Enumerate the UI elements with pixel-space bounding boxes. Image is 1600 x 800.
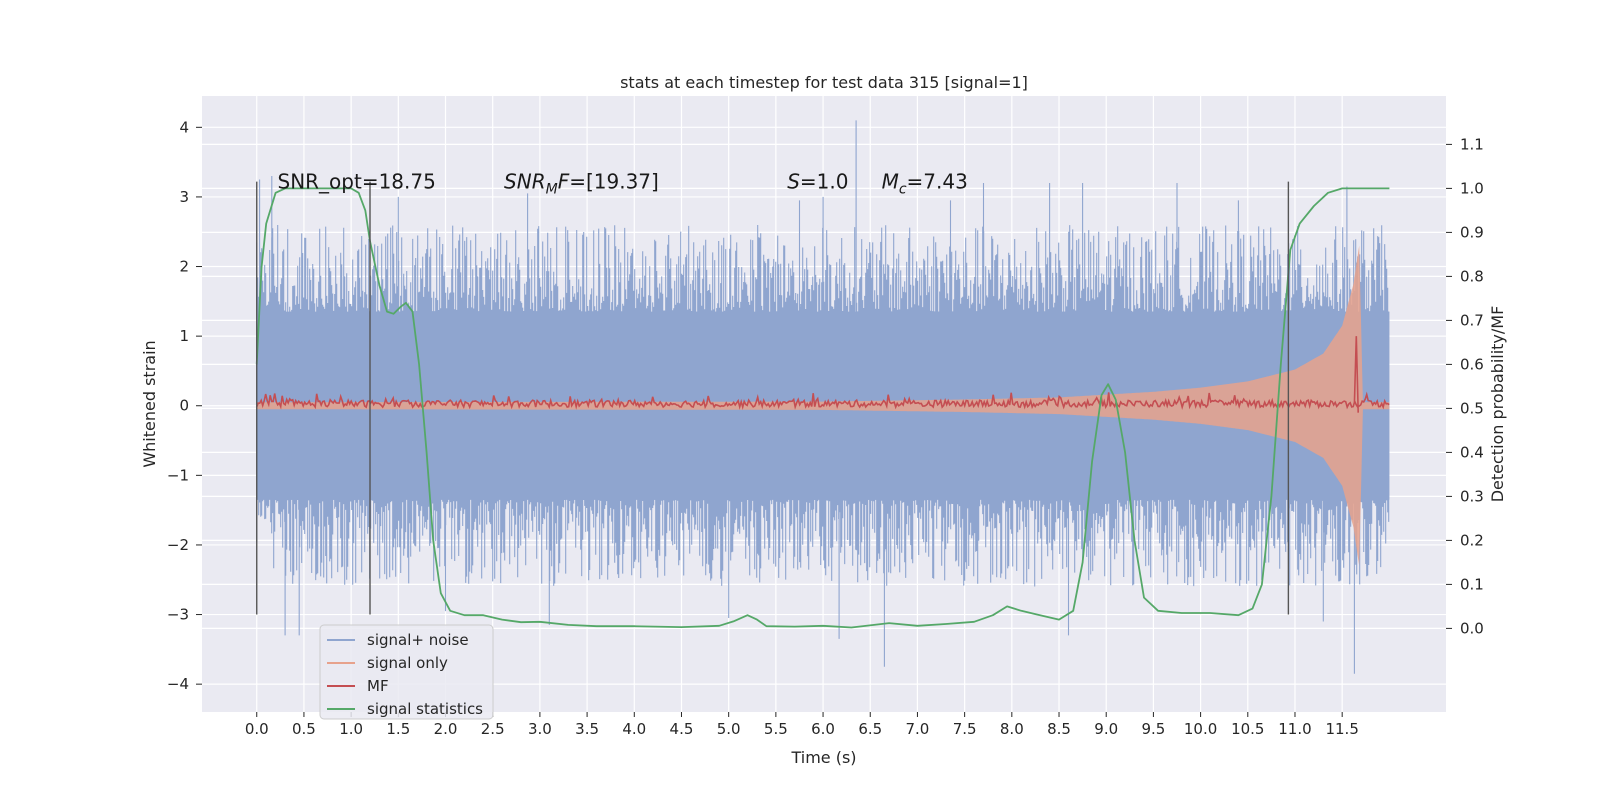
legend-label: MF xyxy=(367,677,389,695)
y-tick-label: 3 xyxy=(179,188,189,206)
y-axis-right: 0.0 0.1 0.2 0.3 0.4 0.5 0.6 0.7 0.8 0.9 1.0 1.1 xyxy=(1446,135,1484,637)
x-tick-label: 4.5 xyxy=(670,720,694,738)
x-tick-label: 4.0 xyxy=(622,720,646,738)
x-tick-label: 1.5 xyxy=(386,720,410,738)
annotation-snr-mf: SNRMF=[19.37] xyxy=(504,170,659,198)
y2-tick-label: 0.0 xyxy=(1460,619,1484,637)
legend-label: signal statistics xyxy=(367,700,483,718)
y-tick-label: −2 xyxy=(167,536,189,554)
x-tick-label: 0.0 xyxy=(245,720,269,738)
x-tick-label: 7.0 xyxy=(906,720,930,738)
legend-label: signal+ noise xyxy=(367,631,469,649)
mf-line xyxy=(255,336,1390,413)
y2-tick-label: 0.3 xyxy=(1460,487,1484,505)
x-tick-label: 5.0 xyxy=(717,720,741,738)
y-tick-label: 4 xyxy=(179,118,189,136)
y-axis-left: −4 −3 −2 −1 0 1 2 3 4 xyxy=(167,118,202,693)
x-tick-label: 5.5 xyxy=(764,720,788,738)
x-tick-label: 0.5 xyxy=(292,720,316,738)
y2-tick-label: 0.1 xyxy=(1460,575,1484,593)
y2-tick-label: 0.9 xyxy=(1460,223,1484,241)
x-tick-label: 11.0 xyxy=(1278,720,1311,738)
y-tick-label: −1 xyxy=(167,466,189,484)
x-tick-label: 6.5 xyxy=(858,720,882,738)
legend-box xyxy=(319,624,494,720)
y2-tick-label: 0.5 xyxy=(1460,399,1484,417)
x-axis-title: Time (s) xyxy=(790,748,856,767)
y2-tick-label: 0.2 xyxy=(1460,531,1484,549)
y2-tick-label: 0.4 xyxy=(1460,443,1484,461)
x-tick-label: 3.0 xyxy=(528,720,552,738)
y2-axis-title: Detection probability/MF xyxy=(1488,306,1507,503)
x-tick-label: 11.5 xyxy=(1325,720,1358,738)
x-tick-label: 2.0 xyxy=(434,720,458,738)
y-tick-label: 0 xyxy=(179,397,189,415)
y2-tick-label: 0.8 xyxy=(1460,267,1484,285)
y-tick-label: −3 xyxy=(167,606,189,624)
y-tick-label: −4 xyxy=(167,675,189,693)
x-tick-label: 3.5 xyxy=(575,720,599,738)
annotation-s-val: S=1.0 xyxy=(787,170,848,194)
x-tick-label: 7.5 xyxy=(953,720,977,738)
signal-statistics-line xyxy=(255,187,1390,629)
y-axis-title: Whitened strain xyxy=(140,340,159,467)
vertical-markers xyxy=(256,181,1290,615)
x-tick-label: 9.0 xyxy=(1094,720,1118,738)
y2-tick-label: 1.0 xyxy=(1460,179,1484,197)
legend: signal+ noise signal only MF signal statist… xyxy=(319,624,494,720)
x-tick-label: 1.0 xyxy=(339,720,363,738)
x-tick-label: 10.0 xyxy=(1184,720,1217,738)
x-tick-label: 9.5 xyxy=(1141,720,1165,738)
annotation-snr-opt: SNR_opt=18.75 xyxy=(278,170,436,194)
y-tick-label: 1 xyxy=(179,327,189,345)
series-layer xyxy=(255,120,1390,674)
annotation-mc-val: Mc=7.43 xyxy=(882,170,968,198)
x-tick-label: 10.5 xyxy=(1231,720,1264,738)
chart-title: stats at each timestep for test data 315… xyxy=(620,73,1028,92)
x-tick-label: 2.5 xyxy=(481,720,505,738)
x-axis: 0.0 0.5 1.0 1.5 2.0 2.5 3.0 3.5 4.0 4.5 5.0 5.5 6.0 6… xyxy=(245,712,1359,738)
x-tick-label: 6.0 xyxy=(811,720,835,738)
y2-tick-label: 0.7 xyxy=(1460,311,1484,329)
y-tick-label: 2 xyxy=(179,258,189,276)
y2-tick-label: 1.1 xyxy=(1460,135,1484,153)
x-tick-label: 8.5 xyxy=(1047,720,1071,738)
annotations: SNR_opt=18.75 SNRMF=[19.37] S=1.0 Mc=7.43 xyxy=(278,170,968,198)
y2-tick-label: 0.6 xyxy=(1460,355,1484,373)
legend-label: signal only xyxy=(367,654,448,672)
x-tick-label: 8.0 xyxy=(1000,720,1024,738)
